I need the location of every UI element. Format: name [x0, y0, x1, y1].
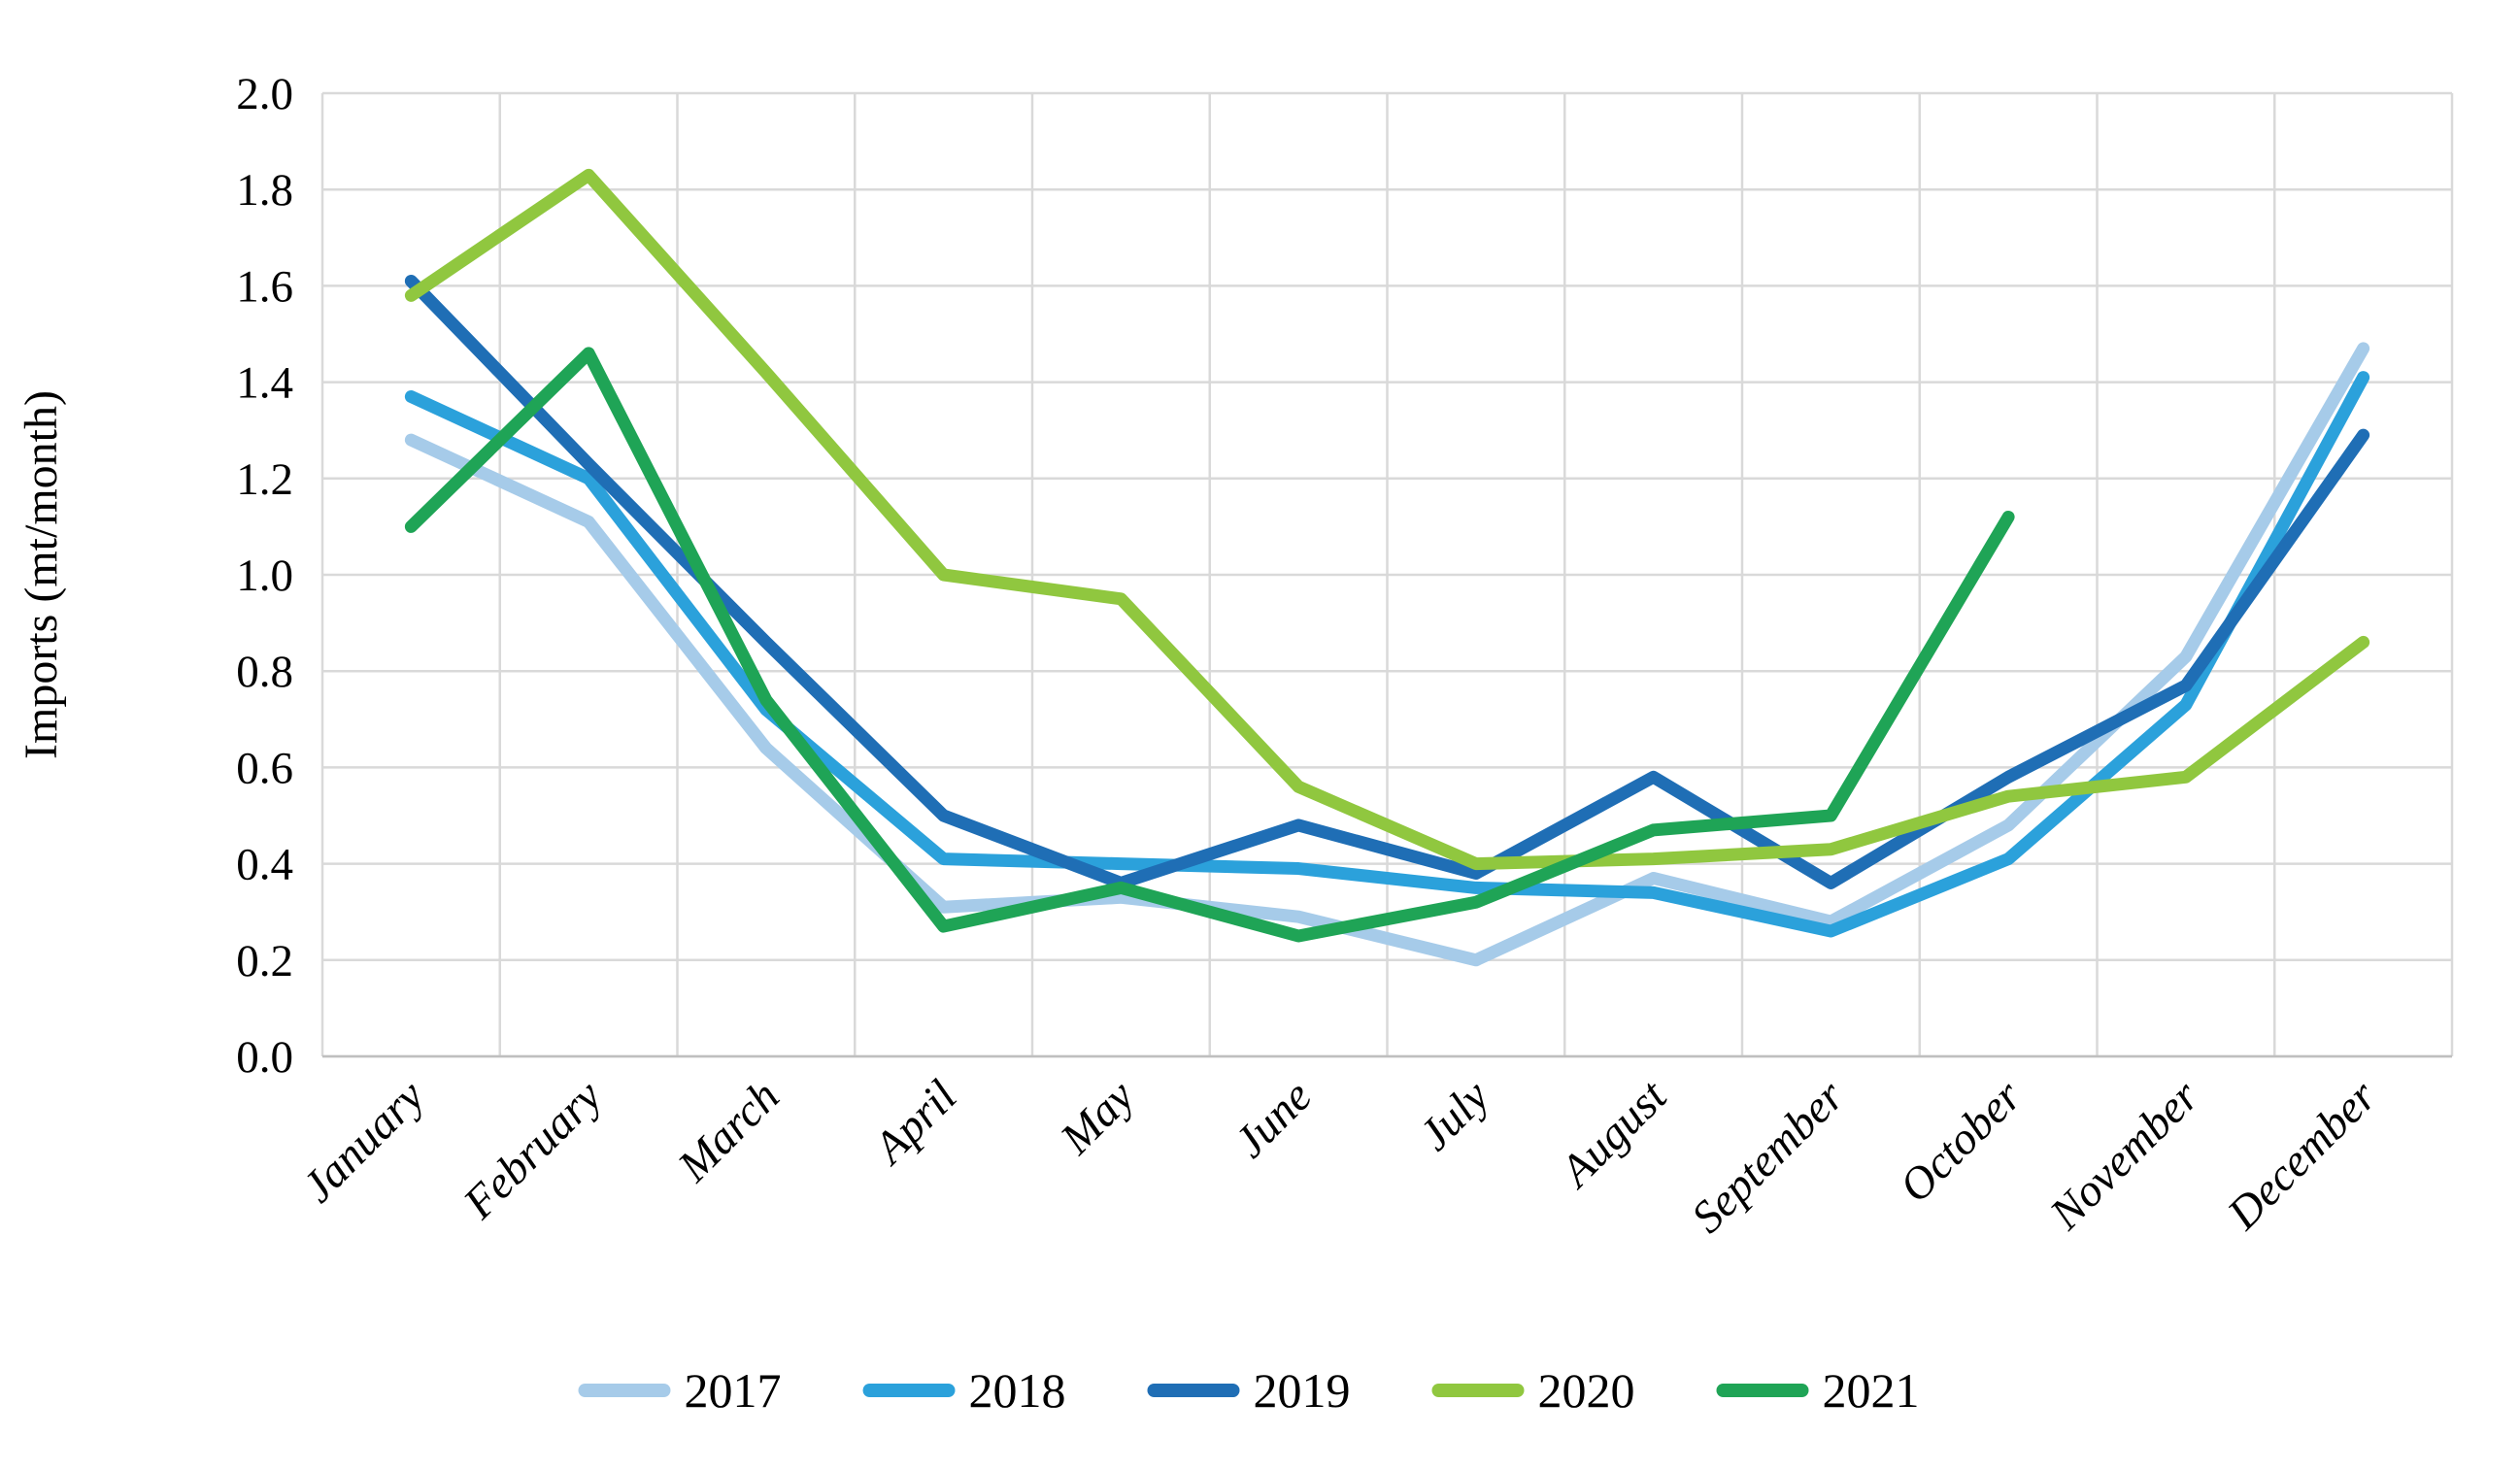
x-category-label: June	[1225, 1071, 1322, 1168]
y-tick-label: 1.0	[236, 551, 293, 601]
y-tick-label: 1.6	[236, 261, 293, 312]
series-line-2021	[404, 347, 2015, 943]
legend-label: 2021	[1823, 1363, 1920, 1418]
x-category-label: July	[1410, 1071, 1499, 1160]
x-category-label: December	[2217, 1071, 2387, 1241]
x-category-label: March	[668, 1071, 790, 1192]
legend-label: 2018	[969, 1363, 1066, 1418]
x-category-label: February	[454, 1071, 612, 1229]
y-tick-label: 1.2	[236, 454, 293, 505]
y-tick-label: 2.0	[236, 69, 293, 119]
x-category-label: September	[1682, 1071, 1855, 1244]
y-tick-label: 0.8	[236, 647, 293, 697]
series-line-2019	[404, 274, 2370, 889]
x-category-label: May	[1051, 1071, 1145, 1165]
legend-item-2018: 2018	[862, 1363, 1066, 1418]
x-category-label: April	[862, 1071, 966, 1175]
y-tick-label: 0.2	[236, 936, 293, 986]
series-line-2020	[404, 168, 2370, 871]
legend-swatch	[1716, 1384, 1809, 1397]
legend-swatch	[1431, 1384, 1525, 1397]
y-tick-label: 0.4	[236, 840, 293, 890]
x-category-label: October	[1890, 1071, 2032, 1213]
legend-item-2019: 2019	[1147, 1363, 1351, 1418]
legend-label: 2019	[1254, 1363, 1351, 1418]
series-line-2018	[404, 371, 2370, 938]
legend-label: 2020	[1538, 1363, 1635, 1418]
legend-swatch	[1147, 1384, 1240, 1397]
legend-swatch	[578, 1384, 671, 1397]
legend-item-2017: 2017	[578, 1363, 782, 1418]
y-axis-title: Imports (mt/month)	[16, 390, 67, 759]
y-tick-label: 1.8	[236, 165, 293, 216]
x-category-label: August	[1549, 1070, 1677, 1198]
x-category-label: November	[2040, 1071, 2210, 1241]
y-tick-label: 0.0	[236, 1032, 293, 1083]
legend-item-2021: 2021	[1716, 1363, 1920, 1418]
legend-swatch	[862, 1384, 956, 1397]
x-category-label: January	[292, 1071, 434, 1213]
legend: 2017 2018 2019 2020 2021	[578, 1363, 1920, 1418]
y-tick-label: 0.6	[236, 743, 293, 793]
y-tick-label: 1.4	[236, 358, 293, 409]
legend-item-2020: 2020	[1431, 1363, 1635, 1418]
legend-label: 2017	[685, 1363, 782, 1418]
